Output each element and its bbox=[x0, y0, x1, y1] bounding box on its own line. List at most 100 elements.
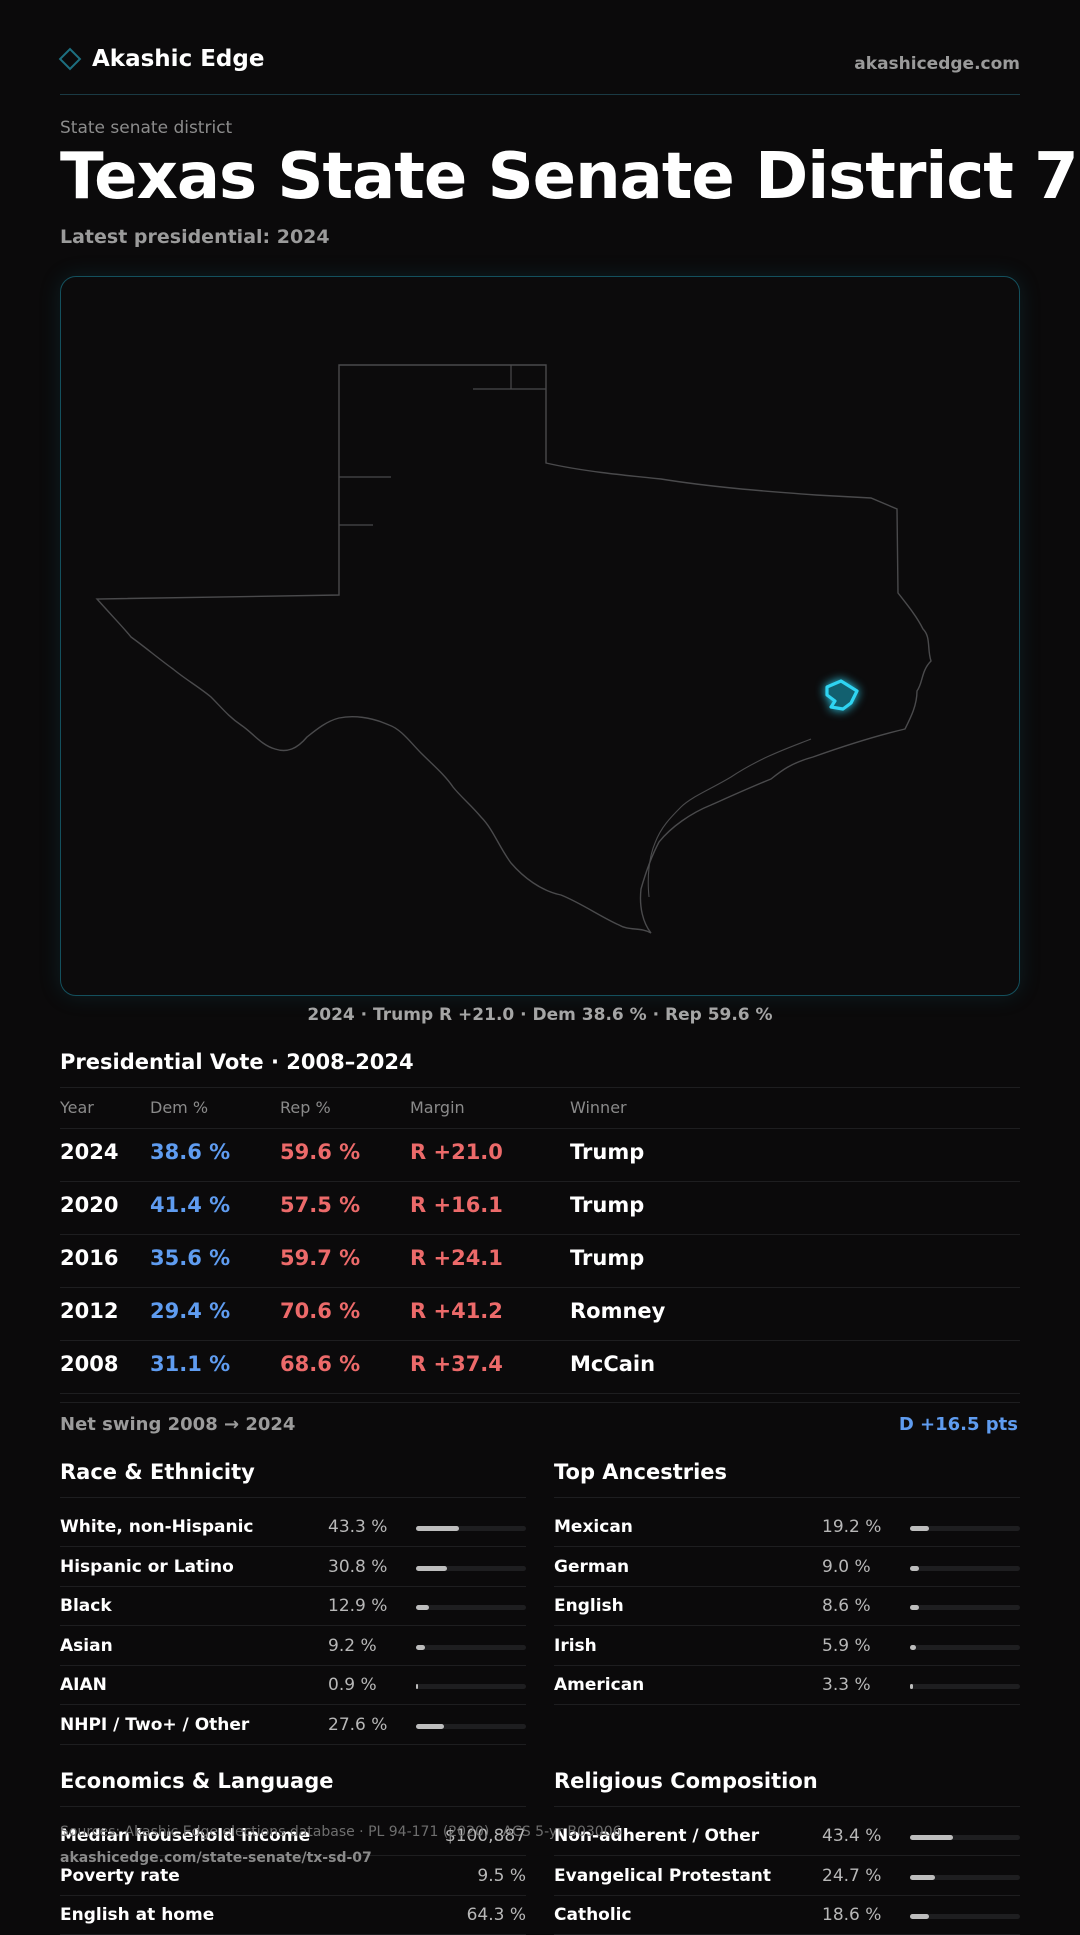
ancestry-value: 5.9 % bbox=[822, 1635, 871, 1656]
ancestry-value: 8.6 % bbox=[822, 1596, 871, 1617]
page-title: Texas State Senate District 7 bbox=[60, 140, 1079, 214]
ancestry-bar bbox=[910, 1684, 1020, 1690]
row-divider bbox=[554, 1704, 1020, 1706]
ancestry-label: German bbox=[554, 1556, 630, 1577]
ancestry-bar-fill bbox=[910, 1644, 916, 1650]
row-divider bbox=[60, 1704, 526, 1706]
religion-label: Evangelical Protestant bbox=[554, 1865, 772, 1886]
row-divider bbox=[554, 1664, 1020, 1666]
divider bbox=[554, 1806, 1020, 1807]
swing-value: D +16.5 pts bbox=[898, 1414, 1018, 1435]
vote-winner: Trump bbox=[570, 1140, 645, 1164]
ancestry-title: Top Ancestries bbox=[554, 1460, 728, 1484]
divider bbox=[554, 1497, 1020, 1498]
vote-rep: 68.6 % bbox=[280, 1352, 361, 1376]
brand-name: Akashic Edge bbox=[92, 46, 265, 72]
row-divider bbox=[60, 1546, 526, 1547]
race-value: 30.8 % bbox=[328, 1556, 388, 1577]
divider bbox=[60, 1806, 526, 1807]
vote-winner: Romney bbox=[570, 1299, 666, 1323]
col-dem: Dem % bbox=[150, 1098, 209, 1117]
row-divider bbox=[60, 1181, 1020, 1182]
vote-rep: 70.6 % bbox=[280, 1299, 361, 1323]
texas-map-svg bbox=[95, 364, 932, 934]
vote-winner: Trump bbox=[570, 1193, 645, 1217]
vote-year: 2008 bbox=[60, 1352, 119, 1376]
religion-bar-fill bbox=[910, 1914, 929, 1920]
row-divider bbox=[60, 1585, 526, 1587]
brand[interactable]: Akashic Edge bbox=[58, 46, 265, 72]
economics-title: Economics & Language bbox=[60, 1769, 334, 1793]
vote-year: 2012 bbox=[60, 1299, 119, 1323]
race-label: Asian bbox=[60, 1635, 113, 1656]
race-bar bbox=[416, 1565, 526, 1571]
row-divider bbox=[554, 1585, 1020, 1587]
votes-title: Presidential Vote · 2008–2024 bbox=[60, 1050, 414, 1074]
site-link[interactable]: akashicedge.com bbox=[854, 54, 1020, 74]
divider bbox=[60, 1402, 1020, 1403]
ancestry-bar-fill bbox=[910, 1605, 919, 1611]
ancestry-value: 9.0 % bbox=[822, 1556, 871, 1577]
row-divider bbox=[60, 1393, 1020, 1394]
col-year: Year bbox=[60, 1098, 94, 1117]
vote-margin: R +37.4 bbox=[410, 1352, 503, 1376]
gulf-coast-line bbox=[647, 738, 812, 898]
ancestry-label: Mexican bbox=[554, 1517, 633, 1537]
sources-note: Sources: Akashic Edge elections database… bbox=[60, 1824, 622, 1840]
ancestry-bar bbox=[910, 1605, 1020, 1611]
ancestry-value: 19.2 % bbox=[822, 1517, 882, 1537]
col-margin: Margin bbox=[410, 1098, 465, 1117]
row-divider bbox=[554, 1625, 1020, 1627]
vote-margin: R +21.0 bbox=[410, 1140, 503, 1164]
race-bar-fill bbox=[416, 1526, 460, 1531]
vote-margin: R +16.1 bbox=[410, 1193, 503, 1217]
map-caption: 2024 · Trump R +21.0 · Dem 38.6 % · Rep … bbox=[307, 1005, 773, 1025]
religion-value: 18.6 % bbox=[822, 1905, 882, 1926]
race-value: 9.2 % bbox=[328, 1635, 377, 1656]
religion-value: 43.4 % bbox=[822, 1826, 882, 1846]
texas-state-outline bbox=[95, 364, 932, 934]
vote-year: 2016 bbox=[60, 1246, 119, 1270]
row-divider bbox=[554, 1546, 1020, 1547]
vote-margin: R +41.2 bbox=[410, 1299, 503, 1323]
race-label: Black bbox=[60, 1596, 112, 1617]
row-divider bbox=[60, 1744, 526, 1745]
vote-rep: 59.7 % bbox=[280, 1246, 361, 1270]
diamond-logo-icon bbox=[58, 47, 82, 71]
economics-value: $100,887 bbox=[444, 1826, 526, 1846]
religion-bar bbox=[910, 1874, 1020, 1880]
race-bar bbox=[416, 1526, 526, 1531]
religion-label: Catholic bbox=[554, 1905, 632, 1926]
religion-bar bbox=[910, 1835, 1020, 1840]
col-rep: Rep % bbox=[280, 1098, 331, 1117]
vote-dem: 29.4 % bbox=[150, 1299, 231, 1323]
col-winner: Winner bbox=[570, 1098, 627, 1117]
vote-rep: 57.5 % bbox=[280, 1193, 361, 1217]
footer-url[interactable]: akashicedge.com/state-senate/tx-sd-07 bbox=[60, 1850, 372, 1866]
race-bar-fill bbox=[416, 1724, 444, 1729]
economics-label: English at home bbox=[60, 1905, 215, 1926]
race-value: 27.6 % bbox=[328, 1715, 388, 1735]
divider bbox=[60, 1497, 526, 1498]
swing-label: Net swing 2008 → 2024 bbox=[60, 1414, 296, 1435]
vote-winner: Trump bbox=[570, 1246, 645, 1270]
vote-year: 2024 bbox=[60, 1140, 119, 1164]
race-label: Hispanic or Latino bbox=[60, 1556, 234, 1577]
row-divider bbox=[60, 1340, 1020, 1341]
row-divider bbox=[60, 1664, 526, 1666]
district-7-shape[interactable] bbox=[825, 679, 859, 711]
vote-rep: 59.6 % bbox=[280, 1140, 361, 1164]
ancestry-bar-fill bbox=[910, 1565, 919, 1571]
ancestry-label: English bbox=[554, 1596, 624, 1617]
district-map bbox=[60, 276, 1020, 996]
page-kicker: State senate district bbox=[60, 118, 233, 138]
race-bar-fill bbox=[416, 1605, 429, 1611]
religion-value: 24.7 % bbox=[822, 1865, 882, 1886]
race-bar bbox=[416, 1644, 526, 1650]
race-label: AIAN bbox=[60, 1675, 107, 1696]
religion-bar bbox=[910, 1914, 1020, 1920]
ancestry-value: 3.3 % bbox=[822, 1675, 871, 1696]
row-divider bbox=[554, 1855, 1020, 1856]
page-subtitle: Latest presidential: 2024 bbox=[60, 226, 330, 248]
row-divider bbox=[60, 1234, 1020, 1235]
